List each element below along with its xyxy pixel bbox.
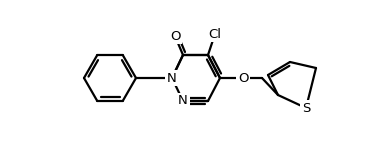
Text: N: N — [178, 95, 188, 108]
Text: S: S — [302, 101, 310, 114]
Text: N: N — [167, 71, 177, 84]
Text: Cl: Cl — [209, 28, 222, 41]
Text: O: O — [170, 30, 180, 43]
Text: O: O — [238, 71, 248, 84]
